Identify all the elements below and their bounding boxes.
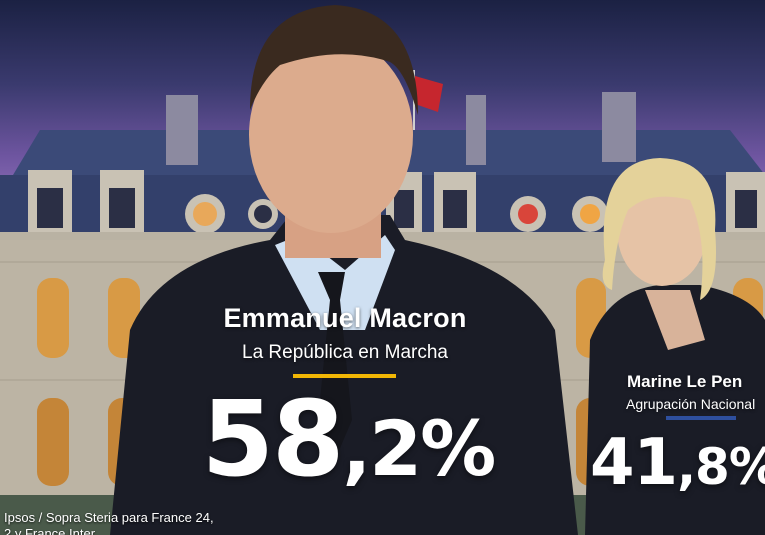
- candidate-2-result-integer: 41: [590, 426, 678, 500]
- candidate-1-result-integer: 58: [201, 378, 345, 500]
- candidate-2-result-decimal: ,8%: [677, 438, 765, 496]
- candidate-1-name: Emmanuel Macron: [223, 303, 467, 333]
- source-credit: Ipsos / Sopra Steria para France 24, 2 y…: [4, 510, 214, 535]
- candidate-2-name: Marine Le Pen: [627, 372, 743, 391]
- candidate-1-party: La República en Marcha: [242, 342, 448, 363]
- candidate-2-party: Agrupación Nacional: [626, 396, 756, 412]
- candidate-1-accent-rule: [293, 374, 396, 378]
- candidate-1-result: 58,2%: [178, 378, 518, 500]
- source-line-1: Ipsos / Sopra Steria para France 24,: [4, 510, 214, 525]
- candidate-1-result-decimal: ,2%: [342, 404, 496, 493]
- candidate-2-accent-rule: [666, 416, 736, 420]
- candidate-2-result: 41,8%: [590, 426, 765, 500]
- source-line-2: 2 y France Inter: [4, 526, 96, 535]
